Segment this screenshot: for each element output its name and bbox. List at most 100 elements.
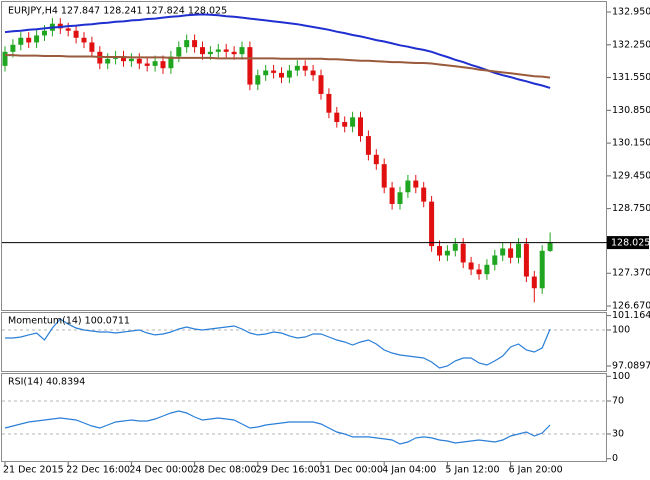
- candle-body: [429, 201, 435, 247]
- candle-body: [223, 49, 229, 52]
- candle-body: [239, 47, 245, 55]
- candle-body: [531, 276, 537, 289]
- candle-body: [128, 58, 134, 62]
- candle-body: [326, 93, 332, 113]
- indicator-line: [4, 410, 551, 445]
- candle-body: [397, 192, 403, 204]
- candle-body: [144, 63, 150, 66]
- candle-body: [286, 70, 292, 78]
- indicator-line: [5, 318, 551, 369]
- y-tick-label: 131.550: [612, 72, 650, 83]
- y-tick-label: 97.0897: [612, 361, 650, 372]
- candle-body: [200, 47, 205, 55]
- candle-body: [89, 42, 95, 52]
- candle-body: [81, 37, 87, 43]
- price-panel-frame: [1, 1, 607, 311]
- candle-body: [152, 61, 158, 66]
- rsi-panel-frame: [1, 373, 607, 462]
- x-tick-label: 21 Dec 2015: [3, 465, 64, 476]
- candle-body: [294, 65, 300, 71]
- x-tick-label: 5 Jan 12:00: [445, 465, 499, 476]
- x-tick-label: 31 Dec 00:00: [319, 465, 383, 476]
- last-price-box: [607, 236, 649, 250]
- candle-body: [547, 242, 553, 251]
- candle-body: [318, 75, 324, 94]
- y-tick-label: 0: [612, 453, 618, 464]
- y-tick-label: 130.850: [612, 105, 650, 116]
- candle-body: [26, 37, 32, 43]
- candle-body: [65, 28, 71, 31]
- candle-body: [421, 187, 427, 202]
- candle-body: [484, 264, 490, 275]
- candle-body: [444, 250, 450, 256]
- x-tick-label: 22 Dec 16:00: [66, 465, 130, 476]
- candle-body: [350, 117, 356, 127]
- candle-body: [105, 58, 111, 64]
- y-tick-label: 128.750: [612, 203, 650, 214]
- y-tick-label: 129.450: [612, 170, 650, 181]
- x-tick-label: 28 Dec 08:00: [193, 465, 257, 476]
- last-price-label: 128.025: [611, 238, 650, 249]
- candle-body: [452, 243, 458, 251]
- y-tick-label: 132.250: [612, 39, 650, 50]
- candle-body: [516, 243, 521, 258]
- candle-body: [18, 37, 24, 45]
- candle-body: [192, 40, 198, 48]
- candle-body: [10, 44, 16, 52]
- x-tick-label: 24 Dec 00:00: [129, 465, 193, 476]
- candle-body: [176, 47, 182, 57]
- candle-body: [207, 51, 213, 55]
- candle-body: [271, 70, 277, 73]
- candle-body: [160, 61, 166, 69]
- y-tick-label: 100: [612, 371, 630, 382]
- candle-body: [405, 180, 411, 193]
- candle-body: [73, 30, 79, 38]
- candle-body: [279, 72, 284, 78]
- y-tick-label: 100: [612, 324, 630, 335]
- candle-body: [492, 255, 498, 265]
- y-tick-label: 130.150: [612, 138, 650, 149]
- candle-body: [168, 56, 174, 69]
- candle-body: [310, 70, 316, 76]
- panel-title: EURJPY,H4 127.847 128.241 127.824 128.02…: [8, 6, 227, 17]
- y-tick-label: 132.950: [612, 7, 650, 18]
- candle-body: [231, 51, 237, 55]
- candle-body: [413, 180, 419, 188]
- candle-body: [373, 154, 379, 165]
- candle-body: [136, 58, 142, 64]
- candle-body: [381, 164, 387, 188]
- moving-average: [5, 54, 551, 79]
- y-tick-label: 30: [612, 428, 624, 439]
- panel-title: RSI(14) 40.8394: [8, 377, 85, 388]
- candle-body: [34, 35, 40, 43]
- candle-body: [365, 136, 371, 155]
- candle-body: [215, 49, 221, 52]
- candle-body: [468, 262, 474, 270]
- candle-body: [523, 243, 529, 277]
- candle-body: [539, 250, 545, 289]
- candle-body: [184, 40, 190, 48]
- panel-title: Momentum(14) 100.0711: [8, 316, 130, 327]
- candle-body: [334, 112, 340, 123]
- y-tick-label: 70: [612, 396, 624, 407]
- candle-body: [2, 51, 8, 66]
- candle-body: [437, 246, 442, 256]
- candle-body: [42, 30, 47, 36]
- x-tick-label: 29 Dec 16:00: [256, 465, 320, 476]
- x-tick-label: 6 Jan 20:00: [509, 465, 563, 476]
- candle-body: [121, 56, 126, 62]
- candle-body: [460, 243, 466, 263]
- moving-average: [4, 13, 551, 89]
- y-tick-label: 101.1648: [612, 310, 650, 321]
- candle-body: [255, 75, 261, 85]
- y-tick-label: 126.670: [612, 301, 650, 312]
- candle-body: [342, 122, 348, 127]
- candle-body: [476, 269, 482, 275]
- y-tick-label: 127.370: [612, 268, 650, 279]
- candle-body: [247, 47, 253, 85]
- candle-body: [500, 248, 506, 256]
- momentum-panel-frame: [1, 312, 607, 372]
